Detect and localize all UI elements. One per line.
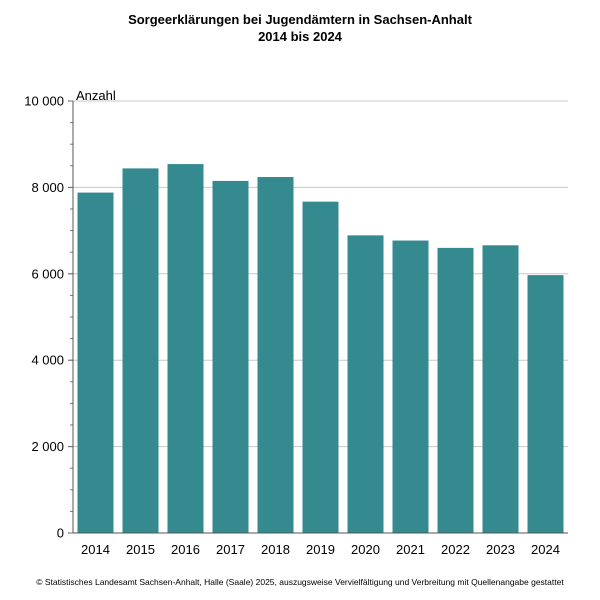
x-tick-label: 2016	[171, 542, 200, 557]
x-tick-label: 2014	[81, 542, 110, 557]
x-tick-label: 2018	[261, 542, 290, 557]
y-tick-label: 10 000	[24, 94, 64, 109]
y-tick-label: 2 000	[31, 439, 64, 454]
x-tick-label: 2015	[126, 542, 155, 557]
y-axis-label: Anzahl	[76, 88, 116, 103]
footer-copyright: © Statistisches Landesamt Sachsen-Anhalt…	[36, 577, 564, 587]
bar-2017	[212, 180, 249, 534]
bar-2022	[437, 247, 474, 533]
chart-subtitle: 2014 bis 2024	[258, 29, 342, 44]
chart-title: Sorgeerklärungen bei Jugendämtern in Sac…	[128, 12, 472, 27]
bar-2024	[527, 275, 564, 533]
bar-2014	[77, 192, 114, 534]
x-tick-label: 2020	[351, 542, 380, 557]
y-tick-label: 6 000	[31, 266, 64, 281]
bar-2023	[482, 245, 519, 533]
y-tick-label: 4 000	[31, 353, 64, 368]
bars	[77, 164, 564, 534]
x-tick-label: 2021	[396, 542, 425, 557]
bar-2019	[302, 201, 339, 533]
x-tick-label: 2024	[531, 542, 560, 557]
y-tick-label: 0	[57, 526, 64, 541]
x-tick-label: 2019	[306, 542, 335, 557]
bar-2020	[347, 235, 384, 534]
bar-2021	[392, 240, 429, 533]
bar-2018	[257, 177, 294, 534]
bar-2016	[167, 164, 204, 533]
x-tick-label: 2022	[441, 542, 470, 557]
y-tick-label: 8 000	[31, 180, 64, 195]
x-tick-label: 2017	[216, 542, 245, 557]
x-tick-label: 2023	[486, 542, 515, 557]
bar-2015	[122, 168, 159, 533]
axes: 0 2 000 4 000 6 000 8 000 10 000 2014 2015 2016 2…	[24, 94, 568, 557]
